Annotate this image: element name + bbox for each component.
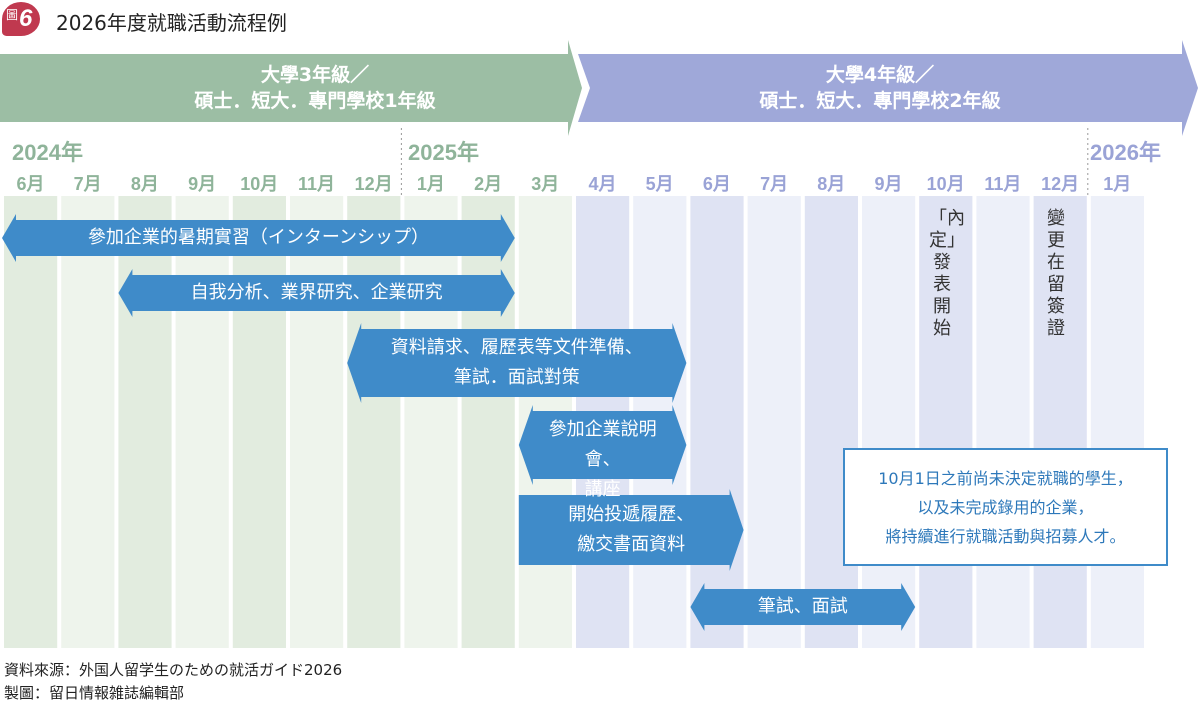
- month-column: [862, 196, 916, 648]
- figure-badge-number: 6: [19, 5, 33, 32]
- month-label: 9月: [188, 174, 217, 194]
- activity-label-line: 繳交書面資料: [577, 534, 686, 555]
- activity-arrow: [347, 323, 687, 403]
- activity-arrow: [690, 583, 916, 631]
- month-label: 11月: [984, 174, 1022, 194]
- month-label: 5月: [645, 174, 674, 194]
- activity-label: 資料請求、履歷表等文件準備、 筆試．面試對策: [361, 333, 672, 393]
- month-label: 7月: [760, 174, 789, 194]
- month-label: 11月: [297, 174, 336, 194]
- activity-label: 參加企業的暑期實習（インターンシップ）: [16, 223, 501, 253]
- month-label: 12月: [1041, 174, 1080, 194]
- month-label: 2月: [474, 174, 503, 194]
- month-label: 8月: [130, 174, 159, 194]
- activity-label-line: 開始投遞履歷、: [568, 504, 695, 525]
- month-label: 7月: [73, 174, 102, 194]
- month-column: [290, 196, 344, 648]
- month-label: 10月: [926, 174, 965, 194]
- source-credit: 資料來源：外国人留学生のための就活ガイド2026: [4, 661, 343, 679]
- month-label: 8月: [817, 174, 846, 194]
- figure-badge: 圖 6: [2, 2, 40, 36]
- phase-label-year3-line1: 大學3年級／: [260, 64, 370, 86]
- month-label: 4月: [588, 174, 617, 194]
- activity-label-line: 資料請求、履歷表等文件準備、: [390, 337, 643, 358]
- milestone-naitei: 「內定」發表開始: [929, 208, 965, 339]
- month-label: 6月: [16, 174, 45, 194]
- title-bar: 圖 6 2026年度就職活動流程例: [0, 0, 1200, 40]
- month-column: [976, 196, 1030, 648]
- note-line-2: 以及未完成錄用的企業，: [917, 498, 1094, 517]
- month-column: [347, 196, 401, 648]
- month-column: [747, 196, 801, 648]
- milestone-visa-change: 變更在留簽證: [1047, 208, 1065, 339]
- month-label: 9月: [874, 174, 903, 194]
- production-credit: 製圖：留日情報雑誌編輯部: [4, 684, 185, 702]
- month-column: [461, 196, 515, 648]
- activity-arrow: [118, 269, 515, 317]
- year-2025: 2025年: [408, 140, 479, 165]
- month-column: [61, 196, 115, 648]
- month-label: 1月: [416, 174, 445, 194]
- activity-label: 開始投遞履歷、 繳交書面資料: [533, 500, 730, 560]
- month-label: 10月: [240, 174, 279, 194]
- activity-label-line: 自我分析、業界研究、企業研究: [190, 282, 443, 303]
- phase-label-year4-line1: 大學4年級／: [825, 64, 935, 86]
- month-column: [1033, 196, 1087, 648]
- month-column: [690, 196, 744, 648]
- note-line-1: 10月1日之前尚未決定就職的學生，: [878, 469, 1133, 488]
- month-column: [919, 196, 973, 648]
- month-column: [175, 196, 229, 648]
- month-column: [4, 196, 58, 648]
- activity-label-line: 參加企業說明會、: [548, 419, 657, 470]
- month-columns: [4, 196, 1144, 648]
- month-column: [804, 196, 858, 648]
- phase-band-year4: [578, 40, 1198, 136]
- month-column: [1090, 196, 1144, 648]
- activity-label-line: 筆試、面試: [757, 596, 848, 617]
- month-column: [232, 196, 286, 648]
- note-line-3: 將持續進行就職活動與招募人才。: [885, 527, 1126, 546]
- activity-label: 筆試、面試: [704, 592, 901, 622]
- note-box: 10月1日之前尚未決定就職的學生， 以及未完成錄用的企業， 將持續進行就職活動與…: [843, 448, 1168, 566]
- phase-band-year3: [0, 40, 582, 136]
- activity-label: 參加企業說明會、講座: [533, 415, 673, 505]
- activity-arrow: [518, 489, 744, 571]
- activity-arrow: [2, 214, 515, 262]
- phase-label-year3-line2: 碩士．短大．專門學校1年級: [194, 90, 436, 112]
- year-dividers: [400, 128, 1089, 196]
- phase-label-year4: 大學4年級／ 碩士．短大．專門學校2年級: [600, 62, 1160, 114]
- month-label: 6月: [702, 174, 731, 194]
- phase-label-year3: 大學3年級／ 碩士．短大．專門學校1年級: [60, 62, 570, 114]
- activity-label-line: 參加企業的暑期實習（インターンシップ）: [87, 227, 429, 248]
- activity-label-line: 筆試．面試對策: [453, 367, 580, 388]
- activity-arrows: [2, 214, 916, 631]
- month-column: [404, 196, 458, 648]
- month-label: 12月: [354, 174, 393, 194]
- figure-badge-char: 圖: [6, 8, 19, 22]
- page-title: 2026年度就職活動流程例: [56, 11, 287, 35]
- activity-label-line: 講座: [584, 479, 621, 500]
- month-label: 3月: [531, 174, 560, 194]
- year-2024: 2024年: [12, 140, 83, 165]
- month-label: 1月: [1103, 174, 1132, 194]
- year-2026: 2026年: [1090, 140, 1161, 165]
- month-column: [118, 196, 172, 648]
- activity-arrow: [518, 405, 687, 485]
- phase-label-year4-line2: 碩士．短大．專門學校2年級: [759, 90, 1001, 112]
- activity-label: 自我分析、業界研究、企業研究: [132, 278, 500, 308]
